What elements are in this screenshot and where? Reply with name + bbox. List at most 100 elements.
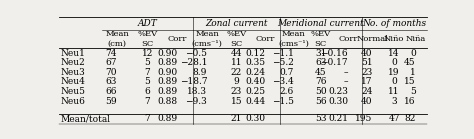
Text: 11: 11 [388,87,400,96]
Text: 7: 7 [145,97,150,106]
Text: Mean
(cm): Mean (cm) [105,30,129,48]
Text: 0: 0 [410,49,416,58]
Text: –: – [344,68,348,77]
Text: 76: 76 [315,77,327,86]
Text: 3: 3 [391,97,397,106]
Text: −28.1: −28.1 [180,58,207,67]
Text: 66: 66 [106,87,117,96]
Text: %EV
SC: %EV SC [137,30,157,48]
Text: 47: 47 [388,114,400,123]
Text: 40: 40 [361,97,373,106]
Text: 5: 5 [144,58,150,67]
Text: 0.88: 0.88 [157,97,177,106]
Text: 0.30: 0.30 [328,97,348,106]
Text: 6: 6 [145,87,150,96]
Text: 82: 82 [404,114,416,123]
Text: 1: 1 [410,68,416,77]
Text: 15: 15 [230,97,242,106]
Text: 0.90: 0.90 [157,49,177,58]
Text: 40: 40 [361,49,373,58]
Text: Niño: Niño [384,35,404,43]
Text: 0.89: 0.89 [157,87,177,96]
Text: −9.3: −9.3 [185,97,207,106]
Text: −0.17: −0.17 [320,58,348,67]
Text: 7: 7 [145,68,150,77]
Text: –: – [344,77,348,86]
Text: 22: 22 [231,68,242,77]
Text: 0.40: 0.40 [246,77,265,86]
Text: Mean
(cms⁻¹): Mean (cms⁻¹) [278,30,309,48]
Text: 59: 59 [105,97,117,106]
Text: 45: 45 [404,58,416,67]
Text: 0.25: 0.25 [246,87,265,96]
Text: 195: 195 [355,114,373,123]
Text: 0.30: 0.30 [246,114,265,123]
Text: 5: 5 [410,87,416,96]
Text: −18.7: −18.7 [180,77,207,86]
Text: 12: 12 [142,49,153,58]
Text: 0.7: 0.7 [279,68,294,77]
Text: Normal: Normal [356,35,388,43]
Text: 23: 23 [231,87,242,96]
Text: 0.89: 0.89 [157,58,177,67]
Text: 67: 67 [106,58,117,67]
Text: 14: 14 [388,49,400,58]
Text: 0.21: 0.21 [328,114,348,123]
Text: No. of months: No. of months [362,19,426,28]
Text: Neu2: Neu2 [61,58,85,67]
Text: Mean/total: Mean/total [61,114,111,123]
Text: 23: 23 [361,68,373,77]
Text: −0.16: −0.16 [320,49,348,58]
Text: Corr: Corr [256,35,275,43]
Text: 0.35: 0.35 [246,58,265,67]
Text: 44: 44 [230,49,242,58]
Text: 50: 50 [315,87,327,96]
Text: Meridional current: Meridional current [277,19,364,28]
Text: 0.12: 0.12 [246,49,265,58]
Text: 45: 45 [315,68,327,77]
Text: Neu3: Neu3 [61,68,85,77]
Text: −1.1: −1.1 [272,49,294,58]
Text: 11: 11 [230,58,242,67]
Text: −5.2: −5.2 [272,58,294,67]
Text: 19: 19 [388,68,400,77]
Text: %EV
SC: %EV SC [311,30,331,48]
Text: 0: 0 [391,77,397,86]
Text: Corr: Corr [338,35,357,43]
Text: −0.5: −0.5 [185,49,207,58]
Text: 70: 70 [106,68,117,77]
Text: Niña: Niña [406,35,426,43]
Text: Neu5: Neu5 [61,87,86,96]
Text: 0.89: 0.89 [157,77,177,86]
Text: 8.9: 8.9 [193,68,207,77]
Text: 2.6: 2.6 [280,87,294,96]
Text: 21: 21 [231,114,242,123]
Text: 0.24: 0.24 [246,68,265,77]
Text: 51: 51 [361,58,373,67]
Text: 7: 7 [145,114,150,123]
Text: 9: 9 [234,77,239,86]
Text: 15: 15 [404,77,416,86]
Text: 63: 63 [106,77,117,86]
Text: 31: 31 [315,49,327,58]
Text: −1.5: −1.5 [272,97,294,106]
Text: 0.44: 0.44 [246,97,265,106]
Text: Zonal current: Zonal current [205,19,268,28]
Text: 0: 0 [391,58,397,67]
Text: 24: 24 [361,87,373,96]
Text: 0.89: 0.89 [157,114,177,123]
Text: 56: 56 [315,97,327,106]
Text: Neu6: Neu6 [61,97,86,106]
Text: 0.90: 0.90 [157,68,177,77]
Text: Neu1: Neu1 [61,49,86,58]
Text: 0.23: 0.23 [328,87,348,96]
Text: 18.3: 18.3 [187,87,207,96]
Text: 74: 74 [106,49,117,58]
Text: Mean
(cms⁻¹): Mean (cms⁻¹) [191,30,223,48]
Text: %EV
SC: %EV SC [226,30,246,48]
Text: Neu4: Neu4 [61,77,86,86]
Text: 5: 5 [144,77,150,86]
Text: ADT: ADT [137,19,157,28]
Text: 53: 53 [315,114,327,123]
Text: 63: 63 [315,58,327,67]
